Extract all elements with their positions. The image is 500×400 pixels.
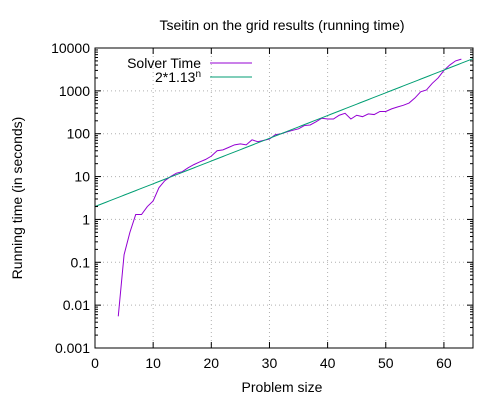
y-tick-label: 10000 <box>51 40 90 56</box>
legend-label-solver-time: Solver Time <box>127 55 201 71</box>
legend-label-fit-exponent: n <box>195 69 201 80</box>
x-tick-label: 0 <box>91 355 99 371</box>
x-tick-label: 60 <box>436 355 452 371</box>
chart-title: Tseitin on the grid results (running tim… <box>159 17 404 33</box>
x-tick-label: 50 <box>378 355 394 371</box>
y-tick-label: 1000 <box>59 83 90 99</box>
series-line-solver-time <box>117 58 462 317</box>
x-tick-label: 10 <box>145 355 161 371</box>
x-axis-title: Problem size <box>242 379 323 395</box>
x-tick-label: 20 <box>204 355 220 371</box>
x-tick-label: 30 <box>262 355 278 371</box>
plot-border <box>94 47 474 349</box>
y-tick-label: 10 <box>74 169 90 185</box>
series-layer <box>94 58 474 317</box>
y-tick-label: 100 <box>67 126 91 142</box>
y-tick-label: 0.1 <box>71 254 91 270</box>
y-tick-label: 0.01 <box>63 297 90 313</box>
legend-label-fit: 2*1.13n <box>155 69 201 85</box>
y-axis-title: Running time (in seconds) <box>9 117 25 280</box>
ticks: 0 10 20 30 40 50 60 0.001 0.01 0.1 1 10 100 1000 10000 <box>51 40 473 371</box>
y-tick-label: 1 <box>82 211 90 227</box>
legend-label-fit-base: 2*1.13 <box>155 69 196 85</box>
legend: Solver Time 2*1.13n <box>127 55 252 85</box>
grid <box>95 48 473 348</box>
series-line-fit <box>94 58 474 207</box>
x-tick-label: 40 <box>320 355 336 371</box>
y-tick-label: 0.001 <box>55 340 90 356</box>
